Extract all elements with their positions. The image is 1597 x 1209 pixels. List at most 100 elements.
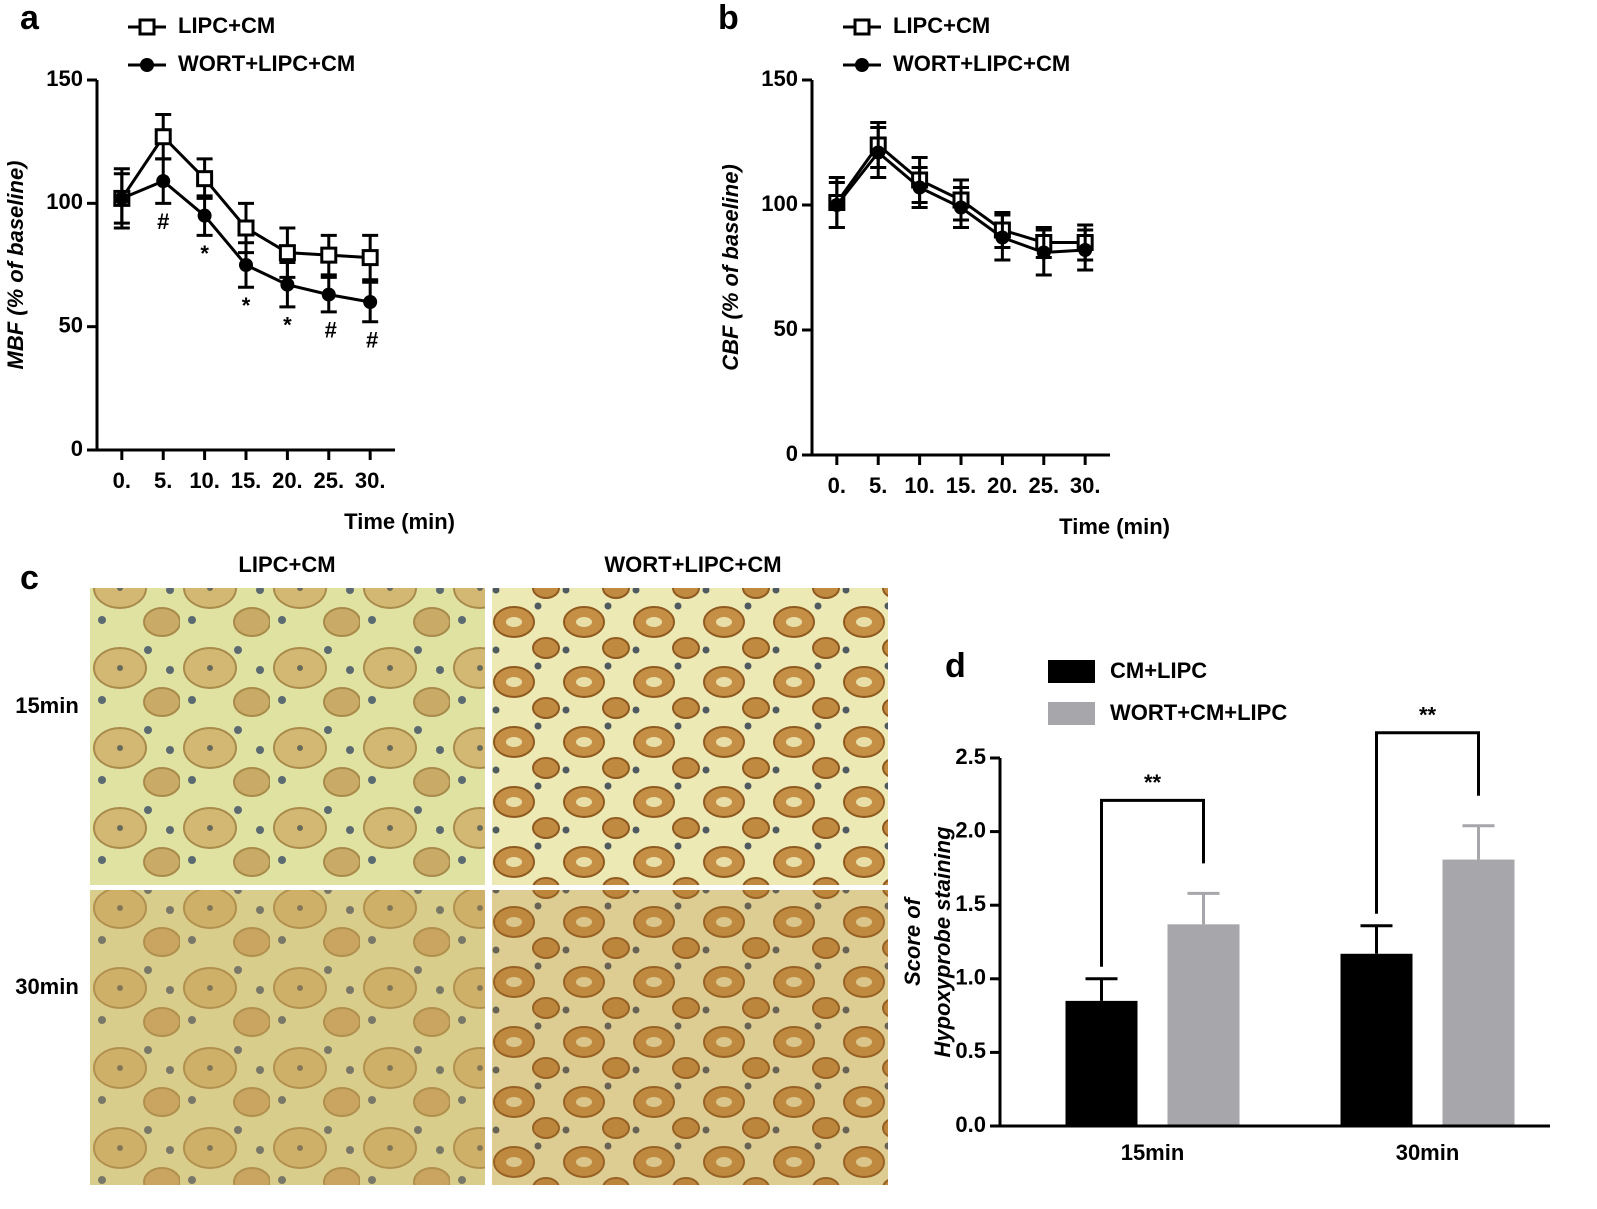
marker <box>363 295 378 309</box>
legend-label: WORT+CM+LIPC <box>1110 700 1287 725</box>
micrograph <box>90 890 485 1185</box>
legend-swatch <box>1048 660 1095 683</box>
x-tick-label: 30. <box>1070 473 1101 498</box>
y-tick-label: 0.5 <box>955 1038 986 1063</box>
y-tick-label: 1.5 <box>955 891 986 916</box>
bar <box>1442 859 1515 1126</box>
x-tick-label: 0. <box>828 473 846 498</box>
significance-label: * <box>242 293 251 318</box>
marker <box>954 200 968 215</box>
x-tick-label: 5. <box>154 468 172 493</box>
x-tick-label: 30min <box>1396 1140 1460 1165</box>
x-tick-label: 10. <box>189 468 220 493</box>
significance-label: ** <box>1419 703 1437 728</box>
y-tick-label: 0.0 <box>955 1112 986 1137</box>
marker <box>1036 245 1051 260</box>
x-tick-label: 25. <box>313 468 344 493</box>
marker <box>321 287 336 302</box>
marker <box>320 246 338 264</box>
y-tick-label: 150 <box>46 66 83 91</box>
bar <box>1340 953 1413 1126</box>
marker <box>278 244 296 262</box>
x-tick-label: 5. <box>869 473 887 498</box>
legend-label: WORT+LIPC+CM <box>893 51 1070 76</box>
y-tick-label: 1.0 <box>955 965 986 990</box>
marker <box>995 230 1010 245</box>
legend-marker <box>140 58 154 72</box>
x-tick-label: 0. <box>113 468 131 493</box>
x-axis-label: Time (min) <box>1059 514 1170 539</box>
significance-bracket <box>1375 731 1480 914</box>
row-label: 30min <box>15 974 79 999</box>
axis <box>810 80 1110 457</box>
micrograph <box>90 588 485 885</box>
bar <box>1065 1000 1138 1126</box>
marker <box>154 128 172 146</box>
y-tick-label: 150 <box>761 66 798 91</box>
panel-letter: a <box>20 0 40 37</box>
marker <box>912 180 927 195</box>
y-axis-label: MBF (% of baseline) <box>3 160 28 369</box>
marker <box>156 174 171 189</box>
panel-c: c LIPC+CM WORT+LIPC+CM 15min 30min <box>15 552 888 1185</box>
y-tick-label: 50 <box>59 312 83 337</box>
panel-letter: c <box>20 559 39 597</box>
y-tick-label: 2.0 <box>955 817 986 842</box>
significance-label: * <box>200 241 209 266</box>
marker <box>197 208 212 223</box>
y-tick-label: 0 <box>786 441 798 466</box>
error-bar <box>1187 891 1220 925</box>
x-tick-label: 30. <box>355 468 386 493</box>
y-tick-label: 100 <box>761 191 798 216</box>
y-tick-label: 0 <box>71 436 83 461</box>
x-tick-label: 15. <box>231 468 262 493</box>
marker <box>829 198 844 212</box>
legend-label: CM+LIPC <box>1110 658 1207 683</box>
x-axis-label: Time (min) <box>344 509 455 534</box>
panel-letter: d <box>945 647 966 685</box>
legend-marker <box>855 58 869 72</box>
x-tick-label: 10. <box>904 473 935 498</box>
y-axis-label: Hypoxyprobe staining <box>930 826 955 1058</box>
panel-letter: b <box>718 0 739 37</box>
legend-marker <box>853 18 871 36</box>
legend-label: LIPC+CM <box>178 13 275 38</box>
significance-label: # <box>366 328 378 353</box>
marker <box>871 145 886 160</box>
axis <box>998 758 1550 1128</box>
y-tick-label: 2.5 <box>955 744 986 769</box>
marker <box>114 191 129 206</box>
marker <box>239 258 253 272</box>
micrograph <box>492 588 888 885</box>
micrograph <box>492 890 888 1185</box>
x-tick-label: 15. <box>946 473 977 498</box>
marker <box>1078 243 1093 257</box>
y-tick-label: 50 <box>774 316 798 341</box>
x-tick-label: 20. <box>987 473 1018 498</box>
marker <box>280 277 295 292</box>
error-bar <box>1462 824 1495 860</box>
significance-label: * <box>283 313 292 338</box>
legend-marker <box>138 18 156 36</box>
legend-label: LIPC+CM <box>893 13 990 38</box>
legend-label: WORT+LIPC+CM <box>178 51 355 76</box>
error-bar <box>1360 924 1393 954</box>
y-tick-label: 100 <box>46 189 83 214</box>
significance-bracket <box>1100 798 1205 967</box>
marker <box>361 249 379 267</box>
significance-label: # <box>157 209 169 234</box>
x-tick-label: 20. <box>272 468 303 493</box>
significance-label: # <box>325 318 337 343</box>
significance-label: ** <box>1144 770 1162 795</box>
row-label: 15min <box>15 693 79 718</box>
y-axis-label: Score of <box>900 895 925 986</box>
micrograph-tint <box>90 890 485 1185</box>
x-tick-label: 25. <box>1028 473 1059 498</box>
marker <box>196 170 214 188</box>
legend-swatch <box>1048 702 1095 725</box>
x-tick-label: 15min <box>1121 1140 1185 1165</box>
error-bar <box>1085 977 1118 1001</box>
column-header: WORT+LIPC+CM <box>604 552 781 577</box>
y-axis-label: CBF (% of baseline) <box>718 164 743 371</box>
